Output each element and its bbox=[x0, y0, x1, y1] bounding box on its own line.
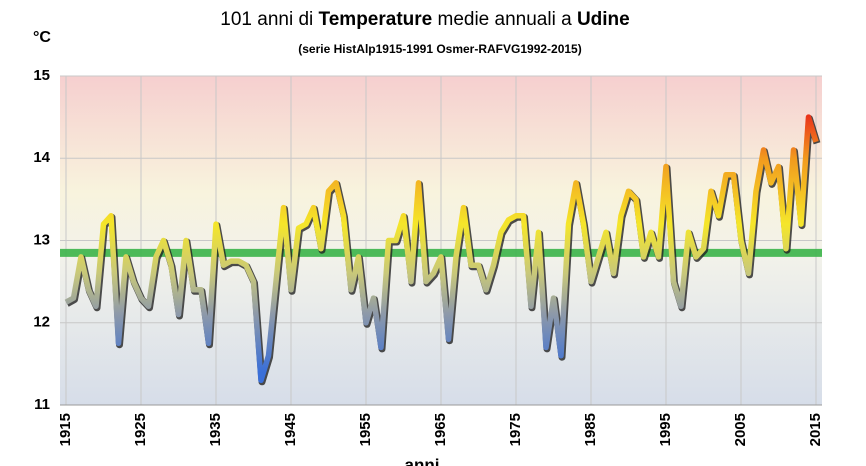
chart-subtitle: (serie HistAlp1915-1991 Osmer-RAFVG1992-… bbox=[298, 42, 581, 56]
x-tick-label: 1955 bbox=[357, 413, 374, 446]
title-part: medie annuali a bbox=[432, 9, 577, 30]
x-axis-label: anni bbox=[405, 455, 440, 466]
x-tick-label: 1945 bbox=[282, 413, 299, 446]
x-tick-label: 1985 bbox=[582, 413, 599, 446]
y-axis-label: °C bbox=[33, 29, 51, 46]
y-tick-label: 15 bbox=[33, 67, 50, 84]
x-tick-label: 2005 bbox=[732, 413, 749, 446]
y-tick-label: 11 bbox=[34, 396, 50, 413]
title-part: Udine bbox=[577, 9, 630, 30]
y-tick-label: 12 bbox=[33, 314, 50, 331]
chart-title: 101 anni di Temperature medie annuali a … bbox=[220, 9, 629, 30]
x-tick-label: 1935 bbox=[207, 413, 224, 446]
y-tick-label: 14 bbox=[33, 149, 50, 166]
y-tick-label: 13 bbox=[33, 231, 50, 248]
x-tick-label: 1925 bbox=[132, 413, 149, 446]
x-tick-label: 1995 bbox=[657, 413, 674, 446]
line bbox=[64, 114, 819, 384]
x-tick-label: 2015 bbox=[807, 413, 824, 446]
x-tick-label: 1965 bbox=[432, 413, 449, 446]
x-tick-label: 1915 bbox=[57, 413, 74, 446]
title-part: Temperature bbox=[319, 9, 433, 30]
x-tick-label: 1975 bbox=[507, 413, 524, 446]
title-part: 101 anni di bbox=[220, 9, 318, 30]
